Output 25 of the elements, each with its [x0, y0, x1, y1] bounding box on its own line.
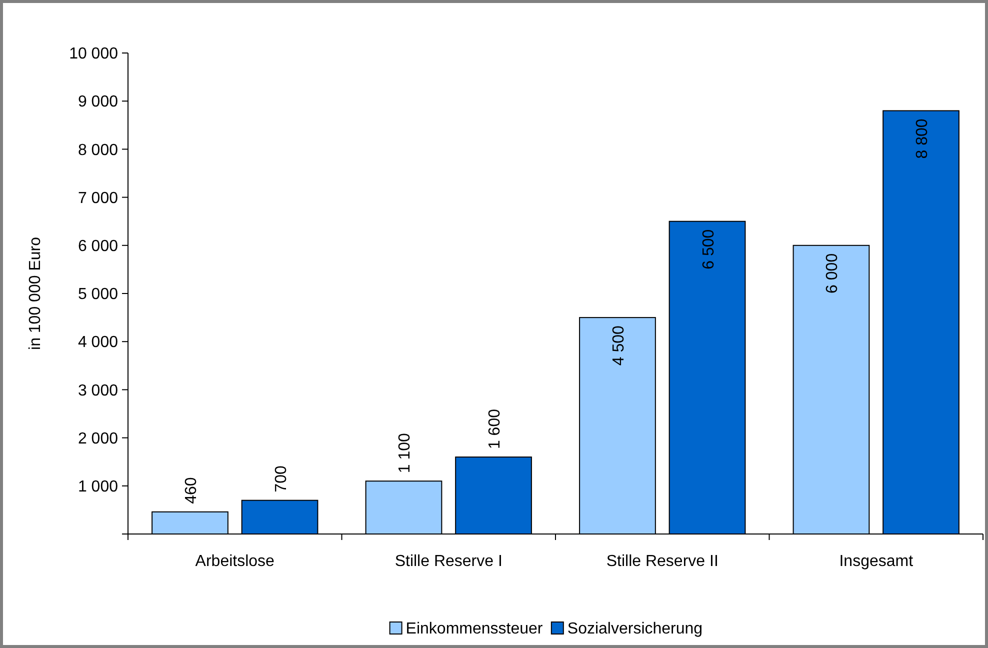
y-tick-label: 3 000: [78, 382, 118, 400]
data-label: 6 000: [824, 253, 842, 294]
data-label: 460: [182, 477, 200, 504]
y-tick-label: 8 000: [78, 142, 118, 159]
y-tick-label: 7 000: [78, 190, 118, 207]
y-tick-label: 1 000: [78, 478, 118, 496]
data-label: 1 600: [486, 408, 504, 450]
x-tick-label: Stille Reserve I: [394, 553, 502, 570]
data-label: 700: [272, 466, 290, 492]
data-label: 4 500: [610, 325, 628, 366]
data-label: 6 500: [700, 229, 718, 270]
y-tick-label: 2 000: [78, 430, 118, 448]
y-tick-label: 5 000: [78, 286, 118, 304]
y-tick-label: 4 000: [78, 334, 118, 352]
y-tick-label: 10 000: [69, 46, 118, 63]
y-axis-title: in 100 000 Euro: [27, 236, 44, 350]
x-tick-label: Insgesamt: [839, 553, 914, 570]
data-label: 1 100: [396, 432, 414, 474]
data-label: 8 800: [914, 118, 932, 159]
y-tick-label: 6 000: [78, 238, 118, 255]
legend-label: Einkommenssteuer: [406, 620, 544, 638]
y-tick-label: 9 000: [78, 94, 118, 111]
x-tick-label: Arbeitslose: [195, 553, 275, 570]
x-tick-label: Stille Reserve II: [606, 553, 718, 570]
legend-label: Sozialversicherung: [567, 620, 703, 638]
